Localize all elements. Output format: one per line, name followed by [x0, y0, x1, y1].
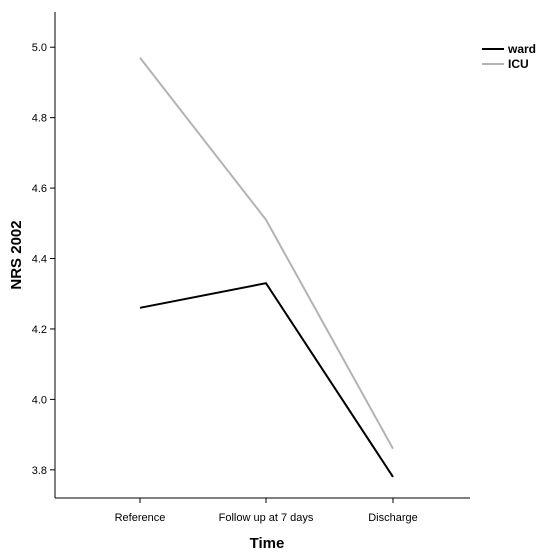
x-tick-label: Reference	[115, 512, 166, 524]
legend-label-ward: ward	[507, 42, 536, 56]
series-lines	[139, 57, 394, 478]
y-tick-label: 4.0	[32, 394, 47, 406]
x-ticks: Reference Follow up at 7 days Discharge	[115, 498, 418, 524]
y-tick-label: 4.4	[32, 254, 47, 266]
x-tick-label: Discharge	[368, 512, 418, 524]
x-tick-label: Follow up at 7 days	[219, 512, 314, 524]
axes	[54, 12, 470, 499]
series-line-ward	[139, 282, 394, 478]
y-ticks: 3.8 4.0 4.2 4.4 4.6 4.8 5.0	[32, 42, 55, 477]
y-tick-label: 3.8	[32, 465, 47, 477]
legend-label-icu: ICU	[508, 57, 529, 71]
series-line-icu	[139, 57, 394, 450]
x-axis-title: Time	[250, 535, 285, 552]
y-tick-label: 4.8	[32, 113, 47, 125]
y-tick-label: 4.6	[32, 183, 47, 195]
y-axis-title: NRS 2002	[8, 220, 25, 289]
y-tick-label: 4.2	[32, 324, 47, 336]
y-tick-label: 5.0	[32, 42, 47, 54]
